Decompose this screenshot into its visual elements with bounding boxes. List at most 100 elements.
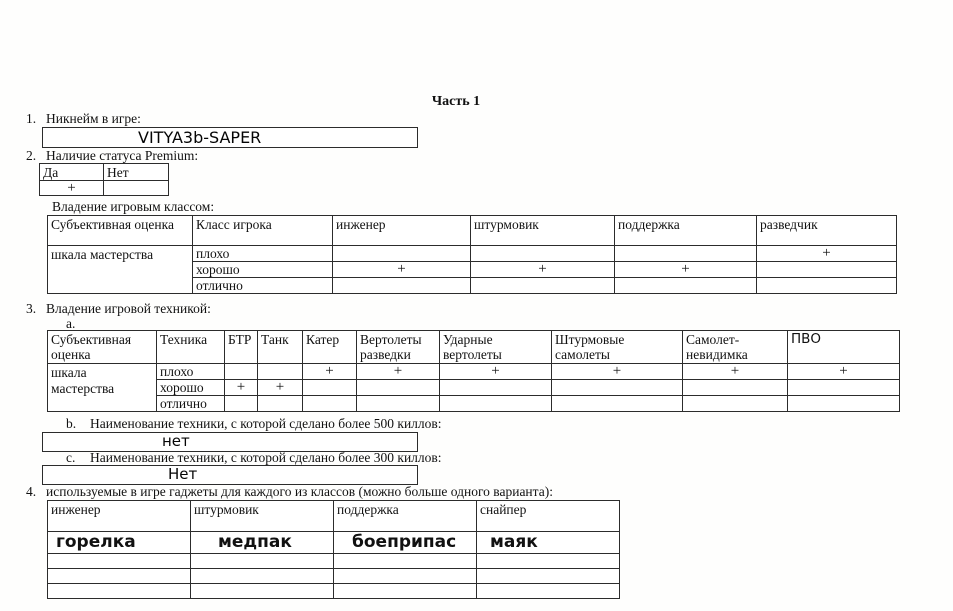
class-header-support: поддержка bbox=[614, 215, 757, 246]
gadget-empty-cell[interactable] bbox=[333, 553, 477, 569]
premium-header-yes: Да bbox=[39, 163, 104, 181]
class-level-good: хорошо bbox=[192, 261, 333, 278]
vehicle-header-attack-jet: Штурмовые самолеты bbox=[551, 330, 683, 364]
gadget-empty-cell[interactable] bbox=[190, 553, 334, 569]
gadget-header-support: поддержка bbox=[333, 500, 477, 532]
vehicle-mark-cell[interactable] bbox=[787, 379, 900, 396]
vehicle-mark-cell[interactable] bbox=[257, 395, 303, 412]
vehicle-mark-cell[interactable] bbox=[439, 379, 552, 396]
vehicle-header-apc: БТР bbox=[224, 330, 258, 364]
vehicle-mark-cell[interactable]: + bbox=[551, 363, 683, 380]
q3b-line: b. Наименование техники, с которой сделан… bbox=[66, 417, 442, 431]
vehicle-mark-cell[interactable] bbox=[682, 379, 788, 396]
gadget-answer-support[interactable]: боеприпас bbox=[333, 531, 477, 554]
q1-number: 1. bbox=[26, 111, 37, 126]
vehicle-level-excellent: отлично bbox=[156, 395, 225, 412]
vehicle-mark-cell[interactable] bbox=[551, 395, 683, 412]
nickname-value: VITYA3b-SAPER bbox=[138, 128, 262, 147]
vehicle-skill-table: Субъективная оценка Техника БТР Танк Кат… bbox=[47, 330, 900, 412]
gadget-empty-cell[interactable] bbox=[333, 583, 477, 599]
gadget-empty-cell[interactable] bbox=[190, 568, 334, 584]
class-mark-cell[interactable] bbox=[470, 245, 615, 262]
class-mark-cell[interactable] bbox=[756, 277, 897, 294]
vehicle-col-header: Техника bbox=[156, 330, 225, 364]
vehicle-header-boat: Катер bbox=[302, 330, 357, 364]
q1-line: 1. Никнейм в игре: bbox=[26, 112, 141, 126]
premium-header-no: Нет bbox=[103, 163, 169, 181]
vehicle-mark-cell[interactable]: + bbox=[356, 363, 440, 380]
class-level-excellent: отлично bbox=[192, 277, 333, 294]
class-mark-cell[interactable]: + bbox=[614, 261, 757, 278]
class-header-recon: разведчик bbox=[756, 215, 897, 246]
gadget-empty-cell[interactable] bbox=[476, 583, 620, 599]
q2-number: 2. bbox=[26, 148, 37, 163]
vehicle-mark-cell[interactable]: + bbox=[302, 363, 357, 380]
class-mark-cell[interactable]: + bbox=[332, 261, 471, 278]
vehicle-header-aa: ПВО bbox=[787, 330, 900, 364]
vehicle-header-tank: Танк bbox=[257, 330, 303, 364]
premium-mark-yes-cell[interactable]: + bbox=[39, 180, 104, 196]
vehicle-mark-cell[interactable] bbox=[682, 395, 788, 412]
q3c-line: c. Наименование техники, с которой сделан… bbox=[66, 451, 442, 465]
vehicle-mark-cell[interactable]: + bbox=[439, 363, 552, 380]
q3b-letter: b. bbox=[66, 416, 77, 431]
q3c-text: Наименование техники, с которой сделано … bbox=[90, 450, 442, 465]
gadget-empty-cell[interactable] bbox=[476, 553, 620, 569]
vehicle-mark-cell[interactable] bbox=[224, 363, 258, 380]
premium-mark-no-cell[interactable] bbox=[103, 180, 169, 196]
class-mark-cell[interactable] bbox=[332, 245, 471, 262]
kills500-value: нет bbox=[162, 432, 190, 450]
class-mark-cell[interactable] bbox=[614, 245, 757, 262]
q2-line: 2. Наличие статуса Premium: bbox=[26, 149, 198, 163]
gadget-empty-cell[interactable] bbox=[333, 568, 477, 584]
vehicle-mark-cell[interactable]: + bbox=[257, 379, 303, 396]
kills300-value: Нет bbox=[168, 465, 198, 483]
nickname-field[interactable]: VITYA3b-SAPER bbox=[42, 127, 418, 148]
gadget-empty-cell[interactable] bbox=[476, 568, 620, 584]
gadget-header-engineer: инженер bbox=[47, 500, 191, 532]
gadget-answer-assault[interactable]: медпак bbox=[190, 531, 334, 554]
class-level-bad: плохо bbox=[192, 245, 333, 262]
kills500-field[interactable]: нет bbox=[42, 432, 418, 452]
vehicle-corner-header: Субъективная оценка bbox=[47, 330, 157, 364]
vehicle-mark-cell[interactable]: + bbox=[682, 363, 788, 380]
vehicle-mark-cell[interactable] bbox=[302, 379, 357, 396]
q4-number: 4. bbox=[26, 484, 37, 499]
q3b-text: Наименование техники, с которой сделано … bbox=[90, 416, 442, 431]
vehicle-mark-cell[interactable] bbox=[257, 363, 303, 380]
q2-label: Наличие статуса Premium: bbox=[46, 148, 199, 163]
class-mark-cell[interactable] bbox=[756, 261, 897, 278]
vehicle-mark-cell[interactable] bbox=[787, 395, 900, 412]
kills300-field[interactable]: Нет bbox=[42, 465, 418, 485]
class-corner-header: Субъективная оценка bbox=[47, 215, 193, 246]
class-mark-cell[interactable] bbox=[332, 277, 471, 294]
vehicle-mark-cell[interactable] bbox=[356, 379, 440, 396]
class-skill-table: Субъективная оценка Класс игрока инженер… bbox=[47, 215, 897, 294]
vehicle-mark-cell[interactable] bbox=[439, 395, 552, 412]
q3-number: 3. bbox=[26, 301, 37, 316]
class-section-label: Владение игровым классом: bbox=[52, 199, 215, 214]
class-mark-cell[interactable]: + bbox=[470, 261, 615, 278]
gadget-empty-cell[interactable] bbox=[47, 553, 191, 569]
q3a-label: a. bbox=[66, 316, 76, 331]
vehicle-row-group-label: шкала мастерства bbox=[47, 363, 157, 412]
vehicle-mark-cell[interactable] bbox=[302, 395, 357, 412]
class-mark-cell[interactable] bbox=[614, 277, 757, 294]
vehicle-mark-cell[interactable]: + bbox=[224, 379, 258, 396]
class-mark-cell[interactable]: + bbox=[756, 245, 897, 262]
gadget-empty-cell[interactable] bbox=[47, 583, 191, 599]
vehicle-level-good: хорошо bbox=[156, 379, 225, 396]
gadget-empty-cell[interactable] bbox=[190, 583, 334, 599]
q3c-letter: c. bbox=[66, 450, 76, 465]
vehicle-mark-cell[interactable] bbox=[551, 379, 683, 396]
vehicle-mark-cell[interactable] bbox=[356, 395, 440, 412]
q1-label: Никнейм в игре: bbox=[46, 111, 141, 126]
gadget-answer-engineer[interactable]: горелка bbox=[47, 531, 191, 554]
vehicle-mark-cell[interactable] bbox=[224, 395, 258, 412]
vehicle-mark-cell[interactable]: + bbox=[787, 363, 900, 380]
gadget-answer-sniper[interactable]: маяк bbox=[476, 531, 620, 554]
gadget-empty-cell[interactable] bbox=[47, 568, 191, 584]
class-col-header: Класс игрока bbox=[192, 215, 333, 246]
class-header-engineer: инженер bbox=[332, 215, 471, 246]
class-mark-cell[interactable] bbox=[470, 277, 615, 294]
